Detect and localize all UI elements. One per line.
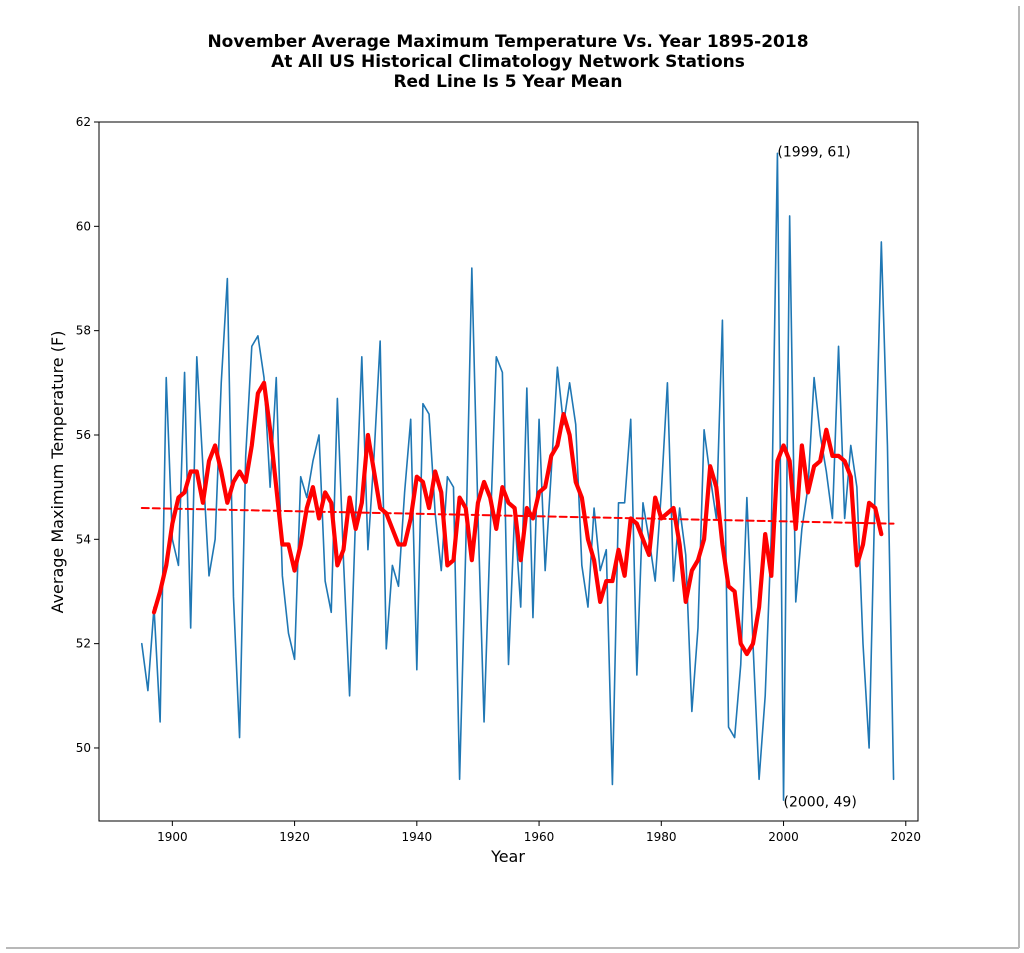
y-tick-label: 52 (76, 637, 91, 651)
x-tick-label: 2020 (891, 830, 922, 844)
x-axis-label: Year (490, 847, 525, 866)
five-year-mean-line (151, 380, 884, 657)
annotations: (1999, 61) (2000, 49) (777, 145, 856, 811)
plot-area (140, 152, 895, 801)
y-tick-label: 54 (76, 532, 91, 546)
point-annotation: (1999, 61) (777, 145, 850, 161)
x-tick-label: 1940 (402, 830, 433, 844)
x-tick-label: 2000 (768, 830, 799, 844)
y-tick-label: 56 (76, 428, 91, 442)
y-tick-label: 50 (76, 741, 91, 755)
x-tick-label: 1960 (524, 830, 555, 844)
x-tick-label: 1900 (157, 830, 188, 844)
chart-title-line-2: At All US Historical Climatology Network… (271, 52, 745, 72)
point-annotation: (2000, 49) (784, 795, 857, 811)
axis-ticks: 1900 1920 1940 1960 1980 2000 2020 50 52 54 56 58 60… (76, 115, 921, 844)
x-tick-label: 1920 (279, 830, 310, 844)
y-tick-label: 58 (76, 324, 91, 338)
y-tick-label: 60 (76, 219, 91, 233)
chart-title-line-1: November Average Maximum Temperature Vs.… (207, 32, 808, 52)
y-axis-label: Average Maximum Temperature (F) (48, 331, 67, 614)
annual-temperature-line (140, 152, 895, 801)
trend-line (140, 507, 895, 525)
axes-box (98, 121, 919, 822)
x-tick-label: 1980 (646, 830, 677, 844)
chart-title-line-3: Red Line Is 5 Year Mean (393, 72, 622, 92)
y-tick-label: 62 (76, 115, 91, 129)
